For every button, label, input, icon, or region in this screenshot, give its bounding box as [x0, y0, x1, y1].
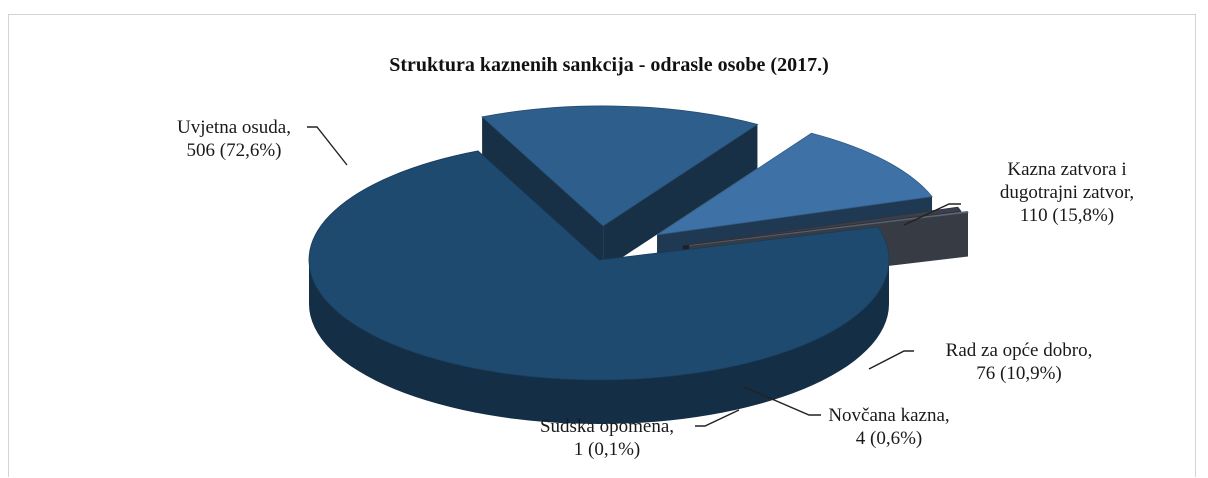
- pie-slice-0: [308, 150, 890, 424]
- slice-label-line-3-1: 4 (0,6%): [856, 428, 922, 449]
- slice-label-0: Uvjetna osuda, 506 (72,6%): [177, 117, 291, 161]
- slice-label-line-1-0: Kazna zatvora i: [1007, 159, 1126, 180]
- leader-line-3: [743, 386, 821, 416]
- pie-slice-top-4: [689, 210, 969, 246]
- slice-label-4: Sudska opomena, 1 (0,1%): [540, 416, 674, 460]
- leader-line-4: [695, 409, 740, 427]
- slice-label-line-0-0: Uvjetna osuda,: [177, 117, 291, 138]
- slice-label-line-0-1: 506 (72,6%): [187, 140, 282, 161]
- pie-slice-side-1-1: [603, 124, 758, 270]
- leader-line-2: [868, 350, 914, 370]
- slice-label-line-1-2: 110 (15,8%): [1020, 205, 1114, 226]
- slice-label-line-1-1: dugotrajni zatvor,: [1000, 182, 1134, 203]
- pie-slice-top-0: [308, 150, 890, 381]
- pie-slice-top-3: [682, 206, 962, 246]
- pie-slice-top-2: [656, 132, 933, 236]
- pie-slice-side-1-0: [482, 116, 604, 270]
- pie-slice-rim-0: [309, 260, 889, 424]
- leader-line-0: [307, 126, 348, 166]
- leader-line-1: [903, 203, 961, 226]
- slice-label-3: Novčana kazna, 4 (0,6%): [828, 405, 949, 449]
- pie-slice-1: [481, 105, 759, 270]
- pie-chart: Struktura kaznenih sankcija - odrasle os…: [177, 54, 1134, 460]
- slice-label-1: Kazna zatvora i dugotrajni zatvor, 110 (15…: [1000, 159, 1134, 226]
- slice-label-line-4-0: Sudska opomena,: [540, 416, 674, 437]
- pie-slice-top-1: [481, 105, 759, 227]
- slice-label-line-2-1: 76 (10,9%): [976, 363, 1061, 384]
- slice-label-line-3-0: Novčana kazna,: [828, 405, 949, 426]
- slice-label-2: Rad za opće dobro, 76 (10,9%): [946, 340, 1093, 384]
- chart-title: Struktura kaznenih sankcija - odrasle os…: [389, 54, 828, 76]
- slice-label-line-2-0: Rad za opće dobro,: [946, 340, 1093, 361]
- chart-frame: Struktura kaznenih sankcija - odrasle os…: [8, 14, 1196, 477]
- slice-label-line-4-1: 1 (0,1%): [574, 439, 640, 460]
